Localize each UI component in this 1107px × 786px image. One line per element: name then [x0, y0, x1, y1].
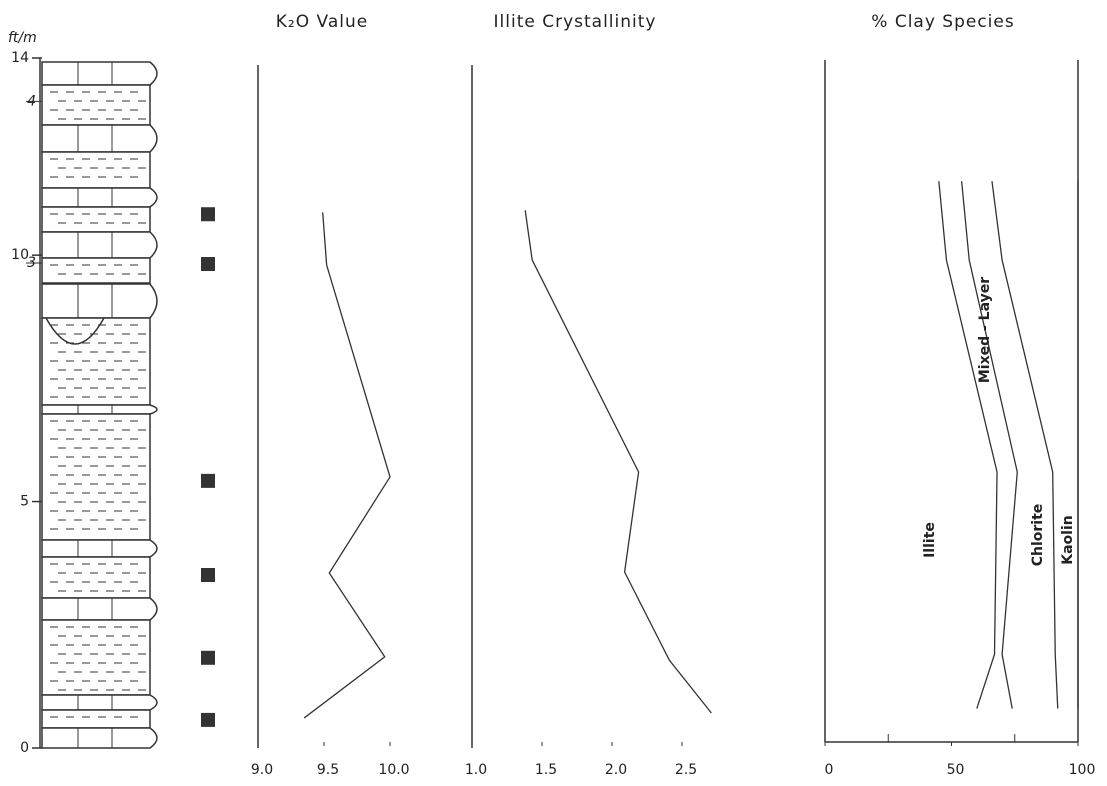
- limestone-bed: [41, 727, 158, 749]
- depth-axis-label: ft/m: [8, 30, 37, 46]
- shale-bed: [41, 413, 151, 541]
- shale-bed: [41, 206, 151, 233]
- limestone-bed: [41, 597, 158, 621]
- limestone-bed: [41, 124, 158, 153]
- sample-marker: [201, 257, 215, 272]
- species-label: Kaolin: [1060, 515, 1076, 564]
- sample-marker: [201, 207, 215, 222]
- profile-line: [303, 212, 391, 719]
- shale-bed: [41, 619, 151, 696]
- sample-marker: [201, 650, 215, 665]
- sample-marker: [201, 568, 215, 583]
- panel-title: Illite Crystallinity: [494, 12, 657, 32]
- meter-tick-label: 3: [27, 255, 36, 271]
- sample-marker: [201, 473, 215, 488]
- profile-line: [524, 210, 712, 714]
- depth-tick-label: 5: [20, 494, 29, 510]
- depth-tick-label: 10: [11, 247, 29, 263]
- x-tick-label: 50: [947, 762, 965, 778]
- limestone-bed: [41, 694, 158, 711]
- species-boundary: [960, 181, 1018, 709]
- shale-bed: [41, 257, 151, 284]
- species-label: Mixed - Layer: [977, 277, 993, 383]
- limestone-bed: [41, 61, 158, 86]
- limestone-bed: [41, 187, 158, 208]
- shale-bed: [41, 556, 151, 599]
- depth-tick-label: 0: [20, 740, 29, 756]
- species-label: Illite: [922, 522, 938, 558]
- shale-bed: [41, 709, 151, 729]
- species-boundary: [938, 181, 998, 709]
- limestone-bed: [41, 283, 158, 319]
- panel-title: K₂O Value: [276, 12, 368, 32]
- x-tick-label: 1.0: [465, 762, 487, 778]
- lithology-column: [41, 61, 158, 749]
- panel-title: % Clay Species: [871, 12, 1014, 32]
- x-tick-label: 0: [825, 762, 834, 778]
- depth-tick-label: 14: [11, 50, 29, 66]
- x-tick-label: 2.0: [605, 762, 627, 778]
- shale-bed: [41, 151, 151, 189]
- sample-marker: [201, 712, 215, 727]
- meter-tick-label: 4: [27, 93, 36, 109]
- x-tick-label: 9.5: [317, 762, 339, 778]
- limestone-bed: [41, 404, 158, 415]
- x-tick-label: 10.0: [378, 762, 409, 778]
- limestone-bed: [41, 539, 158, 558]
- limestone-bed: [41, 231, 158, 259]
- species-boundary: [991, 181, 1059, 709]
- x-tick-label: 9.0: [251, 762, 273, 778]
- channel-lens: [45, 317, 105, 345]
- x-tick-label: 2.5: [675, 762, 697, 778]
- x-tick-label: 1.5: [535, 762, 557, 778]
- species-label: Chlorite: [1030, 504, 1046, 567]
- x-tick-label: 100: [1069, 762, 1096, 778]
